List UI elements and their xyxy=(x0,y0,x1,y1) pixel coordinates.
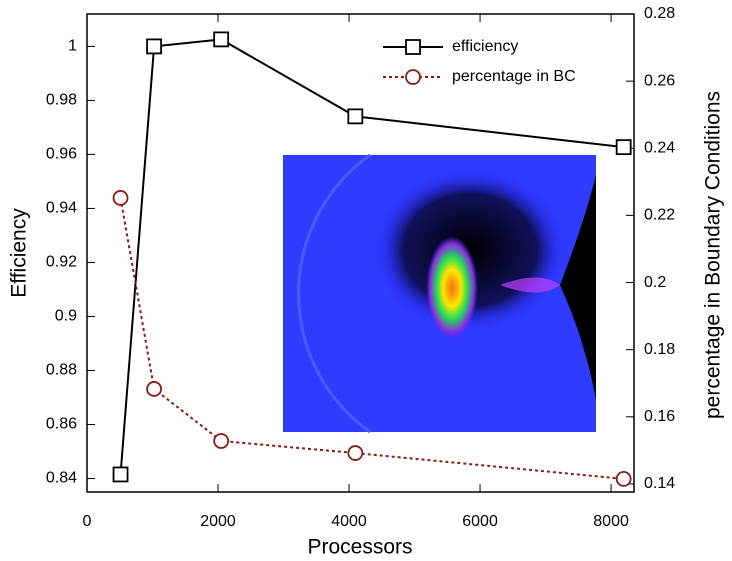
y-axis-label: Efficiency xyxy=(8,208,31,298)
y-tick-label: 0.9 xyxy=(55,308,77,325)
y2-tick-label: 0.16 xyxy=(644,408,675,425)
legend-label: percentage in BC xyxy=(452,68,576,85)
y2-tick-label: 0.18 xyxy=(644,341,675,358)
marker xyxy=(146,381,162,397)
marker xyxy=(112,190,129,206)
plot-frame xyxy=(86,13,635,493)
y-tick-label: 0.88 xyxy=(46,362,77,379)
y-tick-label: 0.84 xyxy=(46,470,77,487)
y2-tick-label: 0.14 xyxy=(644,475,675,492)
x-tick-label: 4000 xyxy=(331,513,367,530)
marker xyxy=(615,139,632,156)
legend-marker xyxy=(405,39,421,55)
marker xyxy=(615,471,632,487)
marker xyxy=(347,108,364,125)
legend-label: efficiency xyxy=(452,38,518,55)
y2-axis-label: percentage in Boundary Conditions xyxy=(702,91,725,419)
marker xyxy=(347,445,364,461)
x-tick-label: 0 xyxy=(83,513,92,530)
y2-tick-label: 0.22 xyxy=(644,207,675,224)
marker xyxy=(146,38,162,55)
y2-tick-label: 0.2 xyxy=(644,274,666,291)
marker xyxy=(112,466,129,483)
y-tick-label: 0.96 xyxy=(46,146,77,163)
marker xyxy=(213,31,230,48)
y-tick-label: 0.94 xyxy=(46,200,77,217)
marker xyxy=(213,433,230,449)
y-tick-label: 0.92 xyxy=(46,254,77,271)
x-tick-label: 8000 xyxy=(593,513,629,530)
inset-image xyxy=(283,153,596,434)
x-tick-label: 2000 xyxy=(200,513,236,530)
y2-tick-label: 0.26 xyxy=(644,72,675,89)
y2-tick-label: 0.24 xyxy=(644,139,675,156)
y-tick-label: 0.98 xyxy=(46,92,77,109)
x-axis-label: Processors xyxy=(307,536,412,559)
y2-tick-label: 0.28 xyxy=(644,5,675,22)
y-tick-label: 0.86 xyxy=(46,416,77,433)
y-tick-label: 1 xyxy=(68,38,77,55)
x-tick-label: 6000 xyxy=(462,513,498,530)
legend-marker xyxy=(405,69,421,85)
